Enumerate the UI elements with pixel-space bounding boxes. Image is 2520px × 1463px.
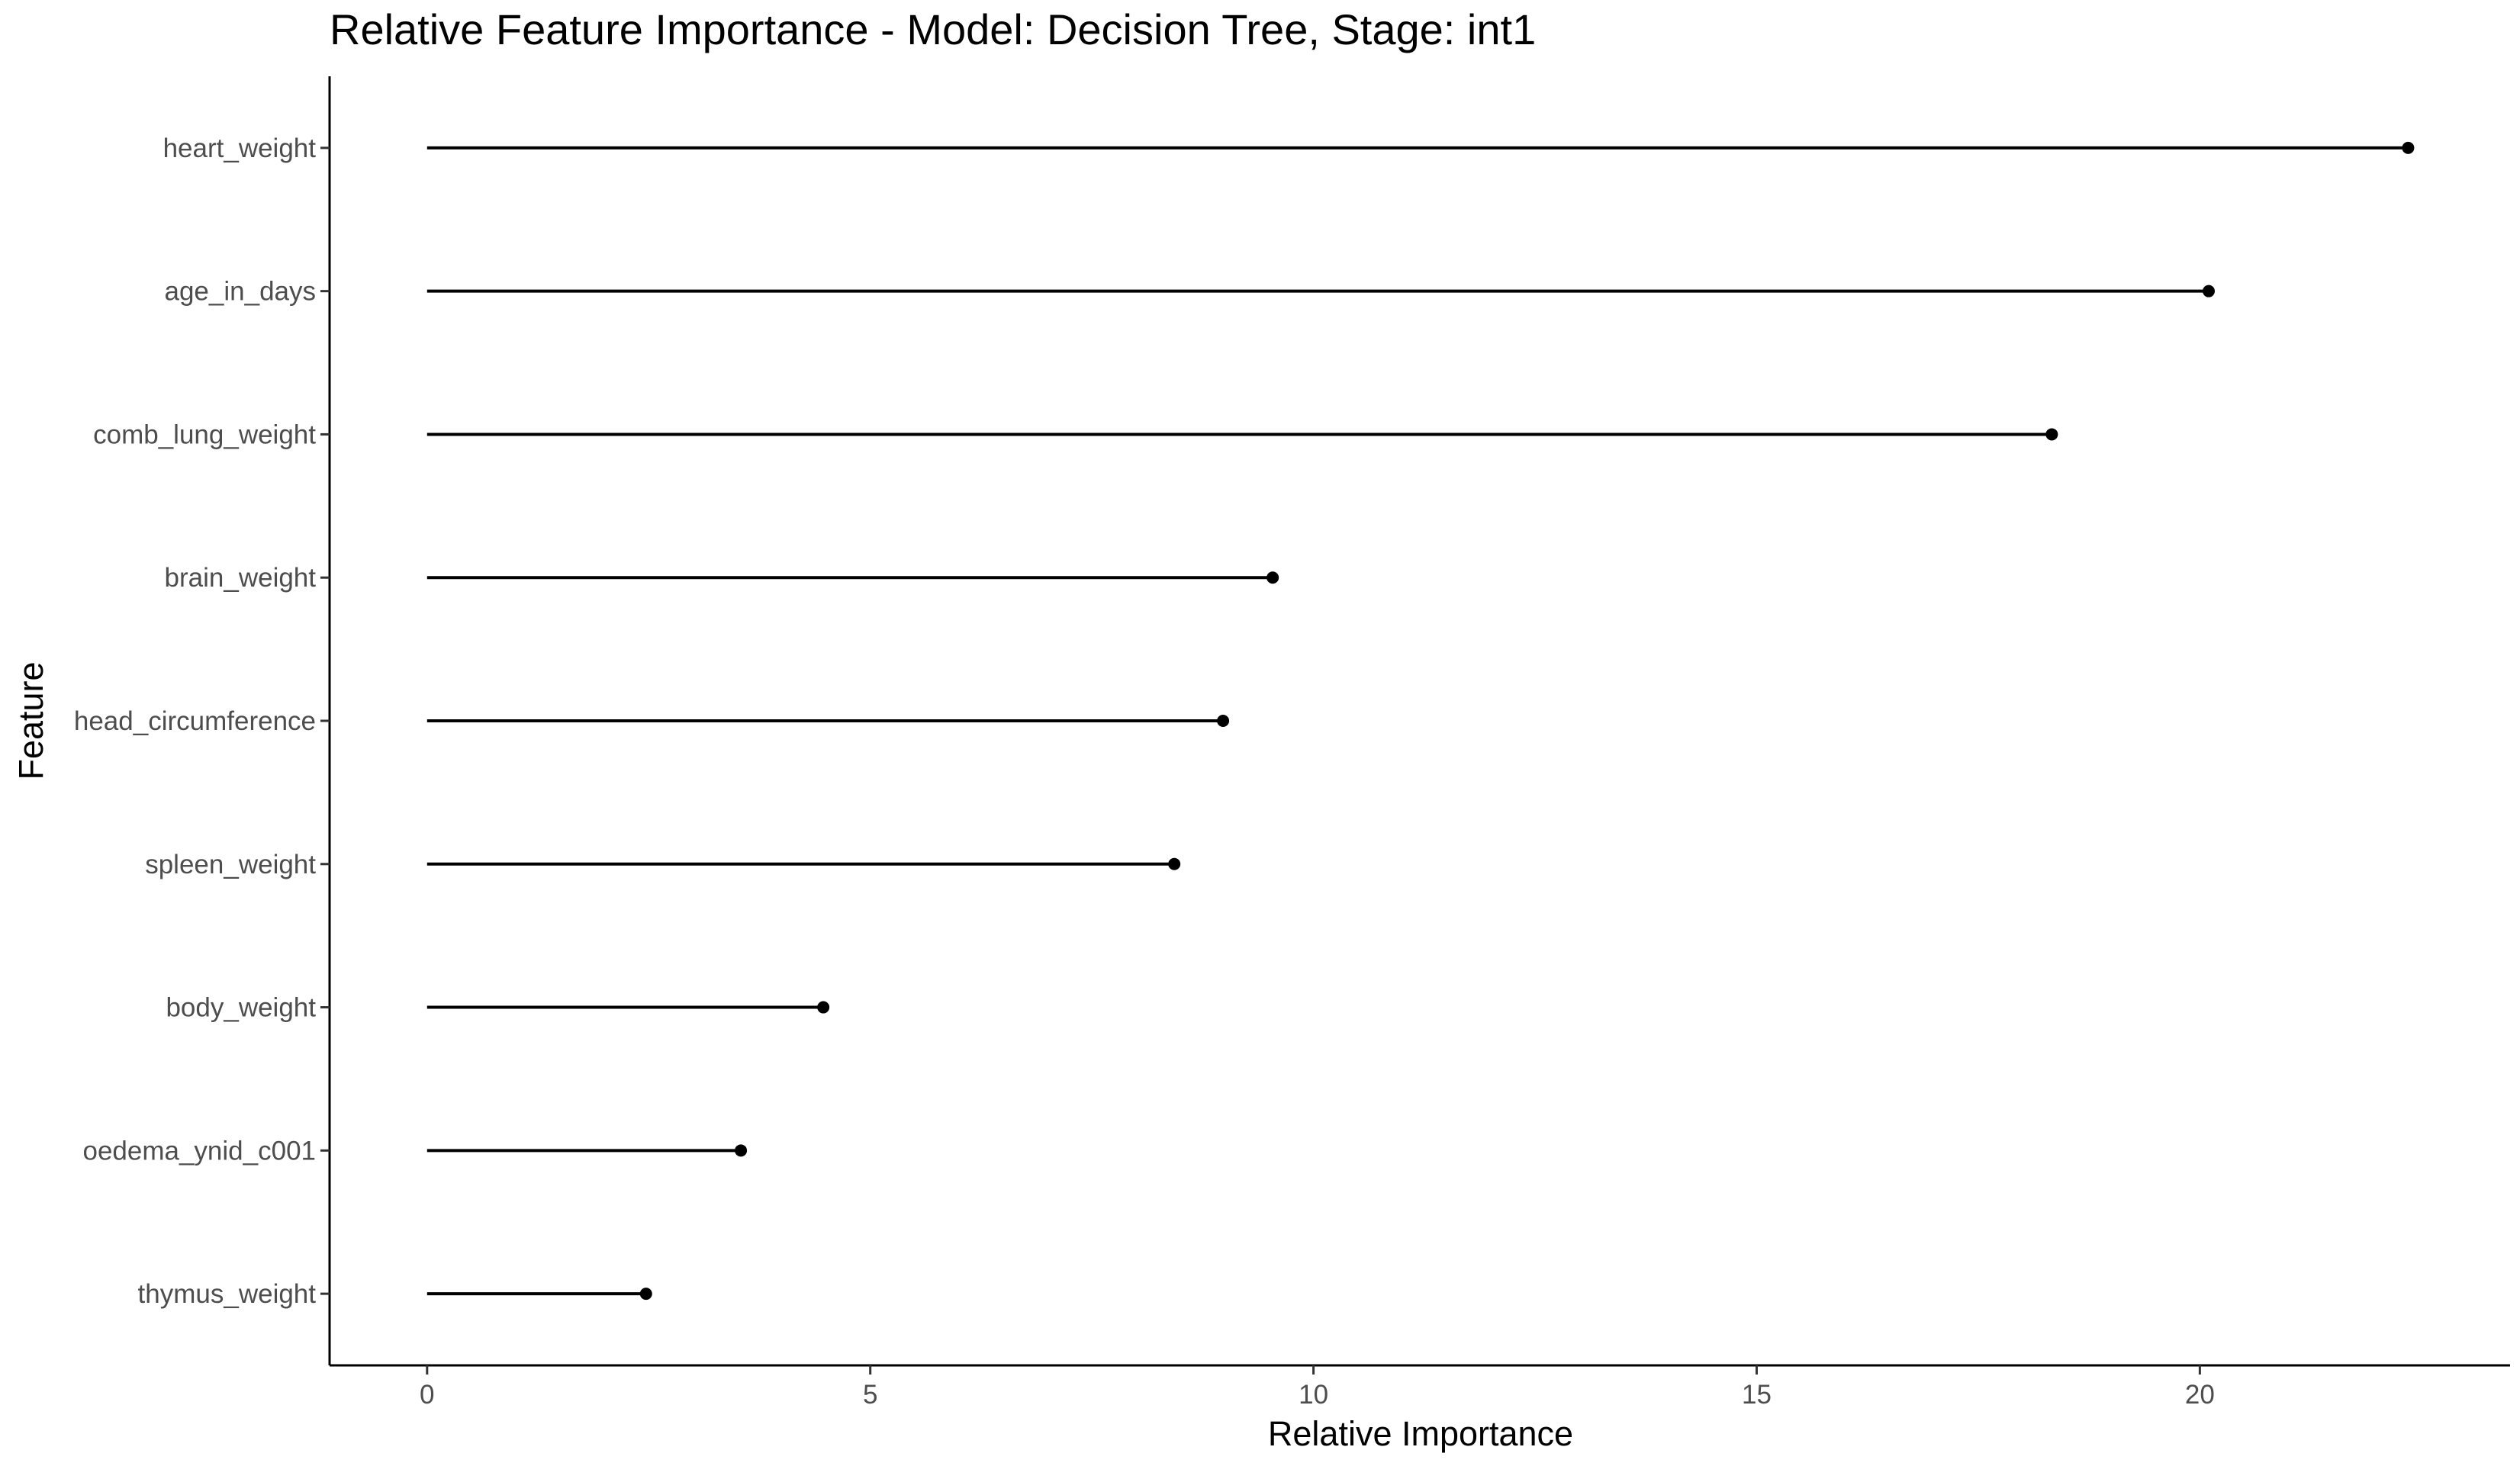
y-axis-ticks: heart_weight age_in_days comb_lung_weightb…	[74, 133, 330, 1309]
lollipop-point	[2402, 141, 2415, 154]
lollipop-point	[2202, 285, 2215, 297]
y-tick-label: body_weight	[166, 993, 316, 1023]
lollipop-point	[639, 1288, 652, 1301]
lollipop-point	[735, 1144, 748, 1157]
y-tick-label: heart_weight	[163, 133, 317, 163]
y-tick-label: oedema_ynid_c001	[82, 1136, 316, 1166]
y-tick-label: brain_weight	[165, 563, 317, 593]
x-tick-label: 5	[863, 1380, 877, 1410]
chart-marks	[426, 141, 2415, 1301]
x-axis-ticks: 0 5 10 15 20	[420, 1365, 2215, 1410]
y-tick-label: thymus_weight	[138, 1279, 317, 1309]
lollipop-point	[817, 1001, 830, 1014]
x-tick-label: 10	[1299, 1380, 1328, 1410]
x-tick-label: 15	[1742, 1380, 1772, 1410]
x-tick-label: 20	[2185, 1380, 2215, 1410]
lollipop-point	[1168, 857, 1181, 870]
lollipop-point	[1266, 571, 1279, 584]
y-tick-label: age_in_days	[165, 277, 317, 307]
y-tick-label: comb_lung_weight	[93, 420, 316, 449]
y-axis-title: Feature	[11, 661, 50, 780]
chart-title: Relative Feature Importance - Model: Dec…	[330, 5, 1537, 53]
lollipop-point	[1217, 715, 1230, 727]
y-tick-label: spleen_weight	[145, 850, 316, 879]
lollipop-point	[2045, 428, 2058, 441]
x-tick-label: 0	[420, 1380, 434, 1410]
x-axis-title: Relative Importance	[1268, 1414, 1573, 1453]
y-tick-label: head_circumference	[74, 706, 316, 736]
